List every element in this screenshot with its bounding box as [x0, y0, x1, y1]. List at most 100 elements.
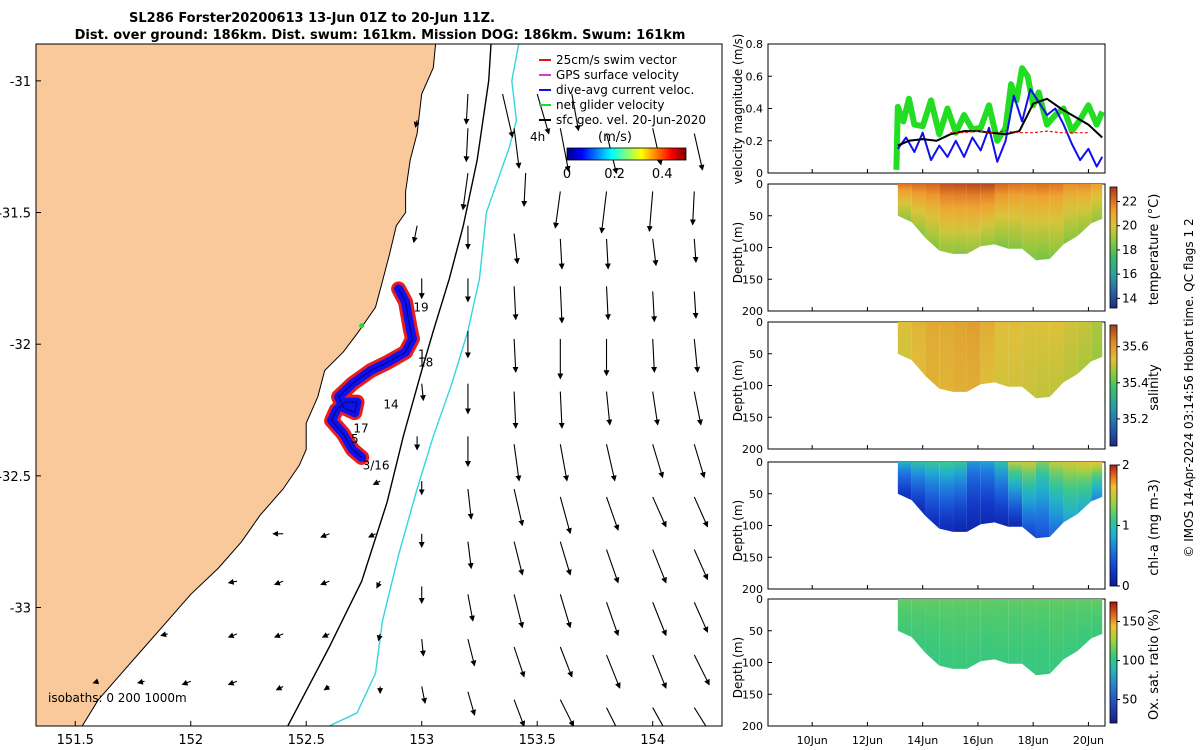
current-vector [513, 541, 525, 576]
current-vector [419, 383, 426, 402]
time-tick-label: 20Jun [1073, 734, 1104, 747]
legend-label: 25cm/s swim vector [556, 53, 677, 67]
net-glider-marker [359, 323, 365, 329]
current-vector [275, 684, 284, 691]
time-x-ticks: 10Jun 12Jun 14Jun 16Jun 18Jun 20Jun [797, 169, 1104, 747]
velocity-tick-label: 0.6 [746, 70, 764, 83]
section-cell [1049, 322, 1064, 397]
current-vector [411, 225, 418, 244]
depth-tick-label: 0 [756, 456, 763, 469]
current-vector [693, 338, 701, 373]
depth-tick-label: 200 [742, 583, 763, 596]
map-y-tick-label: -31.5 [0, 207, 31, 222]
velocity-tick-label: 0 [756, 167, 763, 180]
current-vector [605, 444, 617, 482]
legend-label: net glider velocity [556, 98, 664, 112]
section-colorbar [1109, 324, 1118, 447]
colorbar-tick-label: 35.2 [1122, 412, 1149, 426]
section-panel: 0 50 100 150 200 Depth (m) 0 1 2 chl-a (mg m-3) [731, 456, 1162, 596]
section-cell [897, 322, 912, 361]
current-vector [605, 602, 620, 637]
copyright-note: © IMOS 14-Apr-2024 03:14:56 Hobart time.… [1182, 218, 1196, 557]
current-vector [559, 128, 571, 173]
current-vector [559, 646, 573, 678]
section-cell [1008, 184, 1023, 249]
track-label: 14 [383, 398, 398, 412]
section-cell [911, 322, 926, 376]
section-cell [1063, 184, 1078, 245]
glider-track [324, 281, 420, 465]
map-x-tick-label: 152.5 [288, 733, 325, 748]
current-vector [689, 191, 696, 226]
current-vector [693, 391, 703, 426]
current-vector [559, 541, 572, 576]
current-vector [320, 579, 330, 586]
colorbar-label: salinity [1147, 364, 1162, 411]
section-cell [994, 322, 1009, 387]
current-vector [652, 549, 667, 584]
depth-tick-label: 0 [756, 316, 763, 329]
depth-tick-label: 150 [742, 551, 763, 564]
current-vector [136, 678, 145, 685]
current-vector [558, 286, 565, 324]
track-label: 5 [351, 432, 359, 446]
current-vector [652, 707, 664, 726]
velocity-tick-label: 0.2 [746, 135, 764, 148]
current-vector [467, 541, 474, 570]
track-label: 17 [353, 421, 368, 435]
map-colorbar-ticks: 0 0.2 0.4 [563, 167, 673, 182]
section-cell [939, 184, 954, 254]
current-vector [606, 707, 617, 726]
time-tick-label: 12Jun [852, 734, 883, 747]
section-panel: 0 50 100 150 200 Depth (m) 35.2 35.4 35.6 salinit… [731, 316, 1162, 456]
legend-label: sfc geo. vel. 20-Jun-2020 [556, 113, 706, 127]
current-vector [320, 532, 330, 539]
section-cell [980, 184, 995, 247]
depth-tick-label: 100 [742, 242, 763, 255]
geostrophic-vector-field [92, 93, 710, 726]
velocity-tick-label: 0.4 [746, 103, 764, 116]
colorbar-tick-label: 35.4 [1122, 376, 1149, 390]
current-vector [463, 128, 470, 163]
current-vector [571, 93, 581, 132]
section-cell [1022, 462, 1036, 539]
map-x-tick-label: 153.5 [519, 733, 556, 748]
colorbar-tick-label: 18 [1122, 243, 1137, 257]
current-vector [467, 638, 477, 667]
current-vector [553, 191, 561, 229]
current-vector [559, 699, 575, 726]
current-vector [513, 699, 526, 726]
map-colorbar-tick: 0.2 [604, 167, 625, 182]
section-cell [1063, 322, 1078, 383]
current-vector [651, 338, 658, 373]
figure-subtitle: Dist. over ground: 186km. Dist. swum: 16… [75, 28, 686, 43]
section-cell [994, 462, 1009, 527]
land-mass [36, 44, 437, 726]
section-cell [1022, 184, 1036, 261]
current-vector [693, 496, 709, 528]
time-tick-label: 14Jun [907, 734, 938, 747]
section-cell [897, 184, 912, 223]
current-vector [605, 391, 613, 426]
time-tick-label: 10Jun [797, 734, 828, 747]
section-cell [1022, 322, 1036, 399]
map-y-tick-label: -32 [10, 338, 31, 353]
track-labels: 19 118 14 175 3/16 [351, 300, 433, 472]
legend-label: dive-avg current veloc. [556, 83, 694, 97]
depth-tick-label: 100 [742, 657, 763, 670]
section-cell [1035, 184, 1050, 261]
time-tick-label: 18Jun [1018, 734, 1049, 747]
section-cell [1077, 599, 1092, 652]
colorbar-tick-label: 22 [1122, 195, 1137, 209]
section-cell [939, 599, 954, 669]
current-vector [376, 580, 382, 589]
velocity-tick-label: 0.8 [746, 38, 764, 51]
figure-title: SL286 Forster20200613 13-Jun 01Z to 20-J… [129, 11, 495, 26]
current-vector [512, 391, 519, 429]
section-colorbar [1109, 464, 1118, 587]
velocity-y-label: velocity magnitude (m/s) [731, 34, 745, 185]
current-vector [605, 549, 620, 584]
current-vector [467, 594, 475, 622]
velocity-y-ticks: 0 0.2 0.4 0.6 0.8 [746, 38, 772, 180]
